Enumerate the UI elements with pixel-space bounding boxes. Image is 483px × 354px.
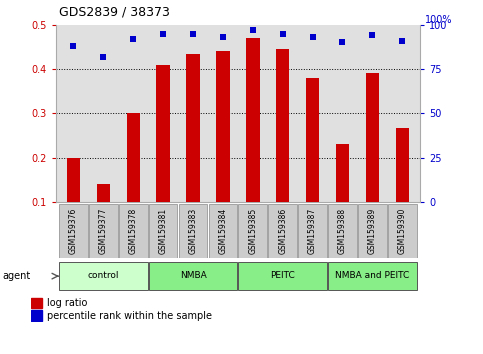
Text: NMBA and PEITC: NMBA and PEITC bbox=[335, 271, 410, 280]
Bar bbox=[366, 74, 379, 202]
Point bbox=[70, 43, 77, 49]
Text: control: control bbox=[87, 271, 119, 280]
Bar bbox=[269, 204, 297, 258]
Bar bbox=[127, 113, 140, 202]
Text: GSM159378: GSM159378 bbox=[129, 208, 138, 254]
Point bbox=[369, 33, 376, 38]
Bar bbox=[306, 78, 319, 202]
Bar bbox=[328, 204, 357, 258]
Text: GSM159381: GSM159381 bbox=[158, 208, 168, 254]
Bar bbox=[59, 262, 148, 290]
Text: GSM159386: GSM159386 bbox=[278, 208, 287, 254]
Text: GSM159376: GSM159376 bbox=[69, 208, 78, 254]
Bar bbox=[119, 204, 148, 258]
Point bbox=[398, 38, 406, 44]
Bar bbox=[179, 204, 207, 258]
Text: GSM159389: GSM159389 bbox=[368, 208, 377, 254]
Text: agent: agent bbox=[2, 271, 30, 281]
Bar bbox=[209, 204, 237, 258]
Bar bbox=[276, 49, 289, 202]
Point bbox=[249, 27, 256, 33]
Bar bbox=[246, 38, 259, 202]
Bar bbox=[388, 204, 417, 258]
Bar bbox=[149, 262, 237, 290]
Point bbox=[189, 31, 197, 36]
Bar bbox=[156, 65, 170, 202]
Bar bbox=[67, 158, 80, 202]
Text: GSM159383: GSM159383 bbox=[188, 208, 198, 254]
Text: 100%: 100% bbox=[425, 15, 453, 25]
Text: GSM159385: GSM159385 bbox=[248, 208, 257, 254]
Bar bbox=[396, 128, 409, 202]
Point bbox=[279, 31, 286, 36]
Text: GSM159390: GSM159390 bbox=[398, 208, 407, 254]
Point bbox=[219, 34, 227, 40]
Bar bbox=[31, 298, 43, 308]
Text: GSM159387: GSM159387 bbox=[308, 208, 317, 254]
Point bbox=[99, 54, 107, 59]
Bar bbox=[31, 310, 43, 321]
Bar bbox=[216, 51, 229, 202]
Bar bbox=[89, 204, 118, 258]
Bar bbox=[328, 262, 417, 290]
Point bbox=[309, 34, 316, 40]
Text: GSM159377: GSM159377 bbox=[99, 208, 108, 254]
Bar bbox=[239, 204, 267, 258]
Point bbox=[129, 36, 137, 42]
Bar bbox=[186, 53, 200, 202]
Text: PEITC: PEITC bbox=[270, 271, 295, 280]
Text: NMBA: NMBA bbox=[180, 271, 206, 280]
Text: GSM159384: GSM159384 bbox=[218, 208, 227, 254]
Point bbox=[339, 40, 346, 45]
Point bbox=[159, 31, 167, 36]
Bar bbox=[336, 144, 349, 202]
Text: GDS2839 / 38373: GDS2839 / 38373 bbox=[58, 5, 170, 18]
Text: log ratio: log ratio bbox=[47, 298, 88, 308]
Text: GSM159388: GSM159388 bbox=[338, 208, 347, 254]
Bar bbox=[149, 204, 177, 258]
Bar bbox=[97, 184, 110, 202]
Text: percentile rank within the sample: percentile rank within the sample bbox=[47, 310, 213, 320]
Bar bbox=[358, 204, 387, 258]
Bar bbox=[59, 204, 88, 258]
Bar bbox=[298, 204, 327, 258]
Bar bbox=[239, 262, 327, 290]
